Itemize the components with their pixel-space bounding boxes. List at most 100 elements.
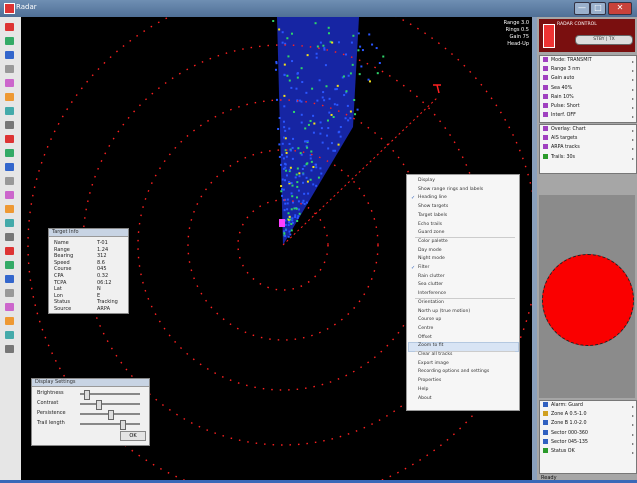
filter-icon[interactable] — [5, 135, 14, 143]
minimize-button[interactable]: — — [574, 2, 590, 15]
info-label: Bearing — [54, 253, 74, 260]
slider-track[interactable] — [80, 403, 140, 405]
menu-item[interactable]: Orientation — [418, 299, 444, 305]
layer-icon[interactable] — [5, 121, 14, 129]
measure-icon[interactable] — [5, 275, 14, 283]
menu-item[interactable]: Echo trails — [418, 221, 443, 227]
menu-item[interactable]: Color palette — [418, 238, 448, 244]
panel-list-item[interactable]: Zone B 1.0-2.0 ▸ — [541, 420, 635, 428]
menu-item[interactable]: North up (true motion) — [418, 308, 471, 314]
panel-list-item[interactable]: Rain 10% ▸ — [541, 93, 635, 102]
status-dot-icon — [543, 438, 548, 444]
panel-list-item[interactable]: Zone A 0.5-1.0 ▸ — [541, 411, 635, 419]
menu-item[interactable]: Heading line — [418, 195, 447, 201]
vrm-icon[interactable] — [5, 303, 14, 311]
color-icon[interactable] — [5, 149, 14, 157]
settings-icon[interactable] — [5, 345, 14, 353]
menu-item[interactable]: Export image — [418, 360, 449, 366]
panel-list-item[interactable]: Overlay: Chart ▸ — [541, 126, 635, 134]
ring-icon[interactable] — [5, 79, 14, 87]
indicator-panel — [539, 195, 635, 398]
pan-icon[interactable] — [5, 51, 14, 59]
zoom-icon[interactable] — [5, 37, 14, 45]
menu-item[interactable]: Recording options and settings — [418, 369, 490, 375]
panel-list-item[interactable]: Alarm: Guard ▸ — [541, 402, 635, 410]
marker-icon[interactable] — [5, 107, 14, 115]
panel-list-label: Zone A 0.5-1.0 — [551, 412, 587, 418]
menu-item[interactable]: Centre — [418, 325, 434, 331]
slider-handle[interactable] — [120, 420, 126, 430]
info-value: 8.6 — [97, 259, 105, 266]
play-icon[interactable] — [5, 331, 14, 339]
status-dot-icon — [543, 84, 548, 90]
setting-label: Brightness — [37, 390, 64, 396]
status-dot-icon — [543, 66, 548, 72]
menu-separator — [415, 237, 515, 239]
trail-icon[interactable] — [5, 205, 14, 213]
sea-icon[interactable] — [5, 177, 14, 185]
gain-icon[interactable] — [5, 163, 14, 171]
panel-list-item[interactable]: Pulse: Short ▸ — [541, 103, 635, 111]
panel-list-item[interactable]: ARPA tracks ▸ — [541, 144, 635, 152]
panel-list-item[interactable]: Gain auto ▸ — [541, 75, 635, 83]
menu-separator — [415, 298, 515, 300]
panel-list-item[interactable]: Interf. OFF ▸ — [541, 112, 635, 120]
slider-track[interactable] — [80, 423, 140, 425]
menu-item[interactable]: Filter — [418, 265, 430, 270]
track-icon[interactable] — [5, 219, 14, 227]
menu-item[interactable]: Show range rings and labels — [418, 186, 484, 192]
menu-item[interactable]: Day mode — [418, 247, 442, 253]
ebl-icon[interactable] — [5, 289, 14, 297]
cursor-icon[interactable] — [5, 261, 14, 269]
panel-list-item[interactable]: Trails: 30s ▸ — [541, 153, 635, 162]
panel-list-item[interactable]: Sea 40% ▸ — [541, 84, 635, 93]
panel-list-item[interactable]: AIS targets ▸ — [541, 135, 635, 143]
menu-item[interactable]: About — [418, 395, 432, 401]
standby-transmit-toggle[interactable]: STBY | TX — [575, 35, 633, 45]
panel-list-item[interactable]: Mode: TRANSMIT ▸ — [541, 57, 635, 65]
info-value: 0.32 — [97, 273, 109, 279]
menu-item[interactable]: Display — [418, 178, 435, 183]
heading-icon[interactable] — [5, 233, 14, 241]
slider-handle[interactable] — [84, 390, 90, 400]
menu-item[interactable]: Course up — [418, 317, 442, 323]
slider-handle[interactable] — [96, 400, 102, 410]
panel-list-item[interactable]: Sector 045-135 ▸ — [541, 438, 635, 447]
menu-item[interactable]: Show targets — [418, 204, 449, 210]
status-dot-icon — [543, 153, 548, 159]
panel-list-label: AIS targets — [551, 136, 578, 142]
pointer-icon[interactable] — [5, 23, 14, 31]
info-label: Course — [54, 266, 72, 273]
record-icon[interactable] — [5, 317, 14, 325]
north-icon[interactable] — [5, 247, 14, 255]
target-icon[interactable] — [5, 93, 14, 101]
panel-list-item[interactable]: Status OK ▸ — [541, 448, 635, 456]
chevron-right-icon: ▸ — [631, 114, 634, 120]
menu-item[interactable]: Guard zone — [418, 230, 445, 236]
slider-handle[interactable] — [108, 410, 114, 420]
close-button[interactable]: ✕ — [608, 2, 632, 15]
ok-button[interactable]: OK — [120, 431, 146, 441]
status-dot-icon — [543, 411, 548, 417]
menu-item[interactable]: Rain clutter — [418, 273, 445, 279]
menu-item[interactable]: Help — [418, 386, 429, 392]
menu-item[interactable]: Properties — [418, 378, 442, 384]
rain-icon[interactable] — [5, 191, 14, 199]
overlay-list: Overlay: Chart ▸ AIS targets ▸ ARPA tracks ▸ T… — [539, 124, 637, 174]
menu-item[interactable]: Night mode — [418, 256, 445, 262]
menu-item[interactable]: Interference — [418, 291, 447, 297]
menu-item[interactable]: Clear all tracks — [418, 352, 453, 357]
panel-list-item[interactable]: Range 3 nm ▸ — [541, 66, 635, 74]
panel-list-label: Rain 10% — [551, 94, 574, 100]
maximize-button[interactable]: □ — [590, 2, 606, 15]
menu-item[interactable]: Zoom to fit — [418, 343, 444, 349]
slider-track[interactable] — [80, 393, 140, 395]
setting-label: Persistence — [37, 410, 66, 416]
menu-item[interactable]: Target labels — [418, 212, 448, 218]
menu-item[interactable]: Offset — [418, 334, 432, 340]
panel-list-item[interactable]: Sector 000-360 ▸ — [541, 429, 635, 438]
chevron-right-icon: ▸ — [631, 86, 634, 92]
range-icon[interactable] — [5, 65, 14, 73]
panel-list-label: Interf. OFF — [551, 113, 576, 119]
menu-item[interactable]: Sea clutter — [418, 282, 444, 288]
